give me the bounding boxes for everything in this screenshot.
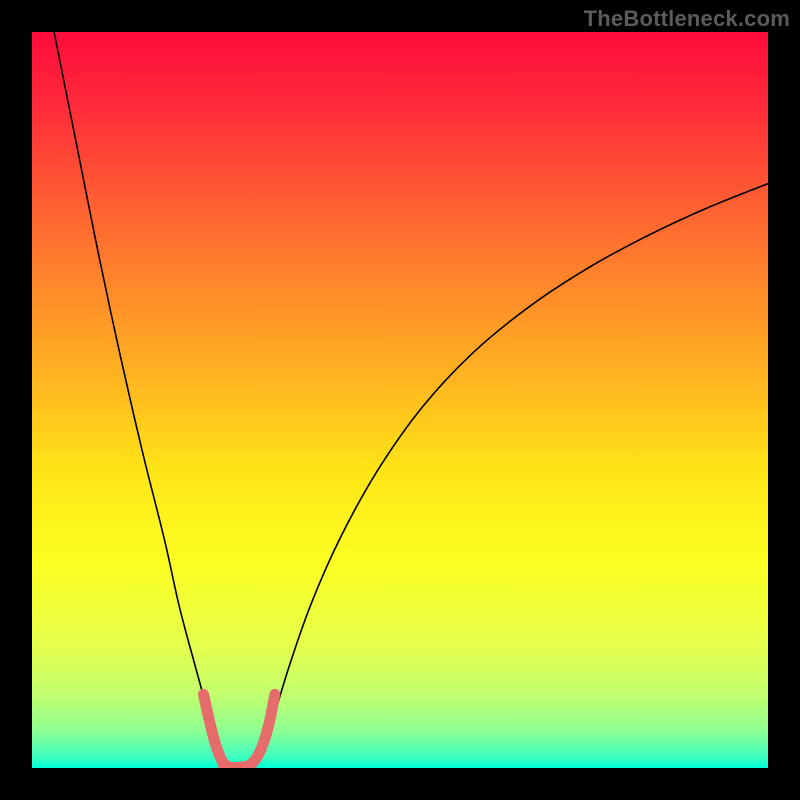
- curve-layer: [32, 32, 768, 768]
- figure-container: TheBottleneck.com: [0, 0, 800, 800]
- highlight-right: [250, 694, 275, 765]
- bottleneck-curve: [54, 32, 768, 768]
- highlight-left: [203, 694, 224, 764]
- plot-area: [32, 32, 768, 768]
- watermark-text: TheBottleneck.com: [584, 6, 790, 32]
